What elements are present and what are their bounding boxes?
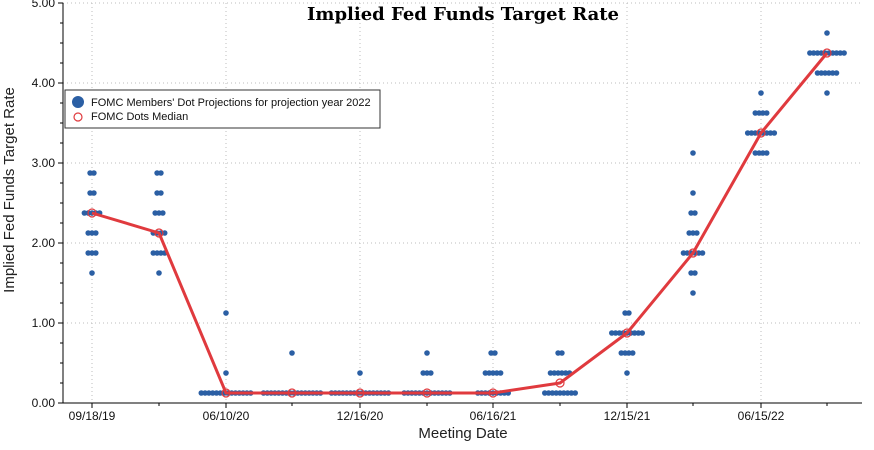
dot-projection — [694, 230, 700, 236]
dot-projection — [690, 150, 696, 156]
dot-projection — [690, 290, 696, 296]
x-tick-labels: 09/18/19 06/10/20 12/16/20 06/16/21 12/15/21… — [69, 409, 785, 423]
median-marker — [221, 388, 231, 398]
median-marker — [822, 48, 832, 58]
dot-projection — [692, 210, 698, 216]
dot-projection — [629, 350, 636, 356]
legend-label-median: FOMC Dots Median — [91, 111, 188, 123]
y-tick-label: 4.00 — [32, 76, 56, 90]
dot-projection — [771, 130, 778, 136]
dot-projection — [89, 270, 95, 276]
dot-projection — [91, 170, 97, 176]
median-marker — [622, 328, 632, 338]
x-tick-label: 12/16/20 — [337, 409, 384, 423]
y-tick-labels: 0.00 1.00 2.00 3.00 4.00 5.00 — [32, 0, 56, 410]
dot-projection — [690, 190, 696, 196]
dot-projection — [624, 370, 630, 376]
dot-projection — [357, 370, 363, 376]
median-marker — [756, 128, 766, 138]
median-series — [87, 48, 832, 398]
axes — [58, 2, 862, 408]
dot-projection — [289, 350, 295, 356]
median-marker — [355, 388, 365, 398]
x-tick-label: 09/18/19 — [69, 409, 116, 423]
dot-projection — [158, 170, 164, 176]
dot-projection — [763, 150, 770, 156]
dot-projection — [639, 330, 645, 336]
x-tick-label: 12/15/21 — [604, 409, 651, 423]
dot-projection — [833, 70, 840, 76]
dot-projection — [841, 50, 847, 56]
dot-projection — [93, 250, 99, 256]
median-marker — [154, 228, 164, 238]
dot-projection — [559, 350, 565, 356]
median-marker — [87, 208, 97, 218]
dot-projection — [93, 230, 99, 236]
dot-projection — [626, 310, 632, 316]
dot-projection — [758, 90, 764, 96]
legend-box — [64, 89, 381, 129]
median-marker — [287, 388, 297, 398]
median-line — [91, 52, 829, 395]
dot-projection — [428, 370, 434, 376]
x-tick-label: 06/16/21 — [470, 409, 517, 423]
dot-projection — [763, 110, 770, 116]
dot-projection — [424, 350, 430, 356]
x-tick-label: 06/15/22 — [738, 409, 785, 423]
dot-projection — [824, 90, 830, 96]
gridlines — [63, 2, 862, 404]
dot-projection — [158, 190, 164, 196]
dot-projection — [492, 350, 498, 356]
dot-projections — [81, 30, 847, 396]
dot-projection — [156, 270, 162, 276]
dot-projection — [91, 190, 97, 196]
x-tick-label: 06/10/20 — [203, 409, 250, 423]
y-tick-label: 2.00 — [32, 236, 56, 250]
x-axis-title: Meeting Date — [418, 425, 507, 442]
y-tick-label: 5.00 — [32, 0, 56, 10]
y-tick-label: 3.00 — [32, 156, 56, 170]
dot-projection — [223, 370, 229, 376]
y-tick-label: 1.00 — [32, 316, 56, 330]
dot-projection — [572, 390, 578, 396]
median-marker — [555, 378, 565, 388]
y-axis-title: Implied Fed Funds Target Rate — [1, 87, 18, 293]
chart-title: Implied Fed Funds Target Rate — [307, 4, 619, 25]
median-marker — [688, 248, 698, 258]
dot-projection — [223, 310, 229, 316]
legend: FOMC Members' Dot Projections for projec… — [64, 89, 381, 129]
median-marker — [488, 388, 498, 398]
median-marker — [422, 388, 432, 398]
y-tick-label: 0.00 — [32, 396, 56, 410]
dot-projection — [692, 270, 698, 276]
dot-projection — [699, 250, 706, 256]
legend-median-marker — [73, 112, 83, 122]
legend-dot-marker — [72, 96, 84, 108]
legend-label-dots: FOMC Members' Dot Projections for projec… — [91, 97, 371, 109]
dot-projection — [160, 210, 166, 216]
dot-projection — [824, 30, 830, 36]
dot-projection — [497, 370, 504, 376]
